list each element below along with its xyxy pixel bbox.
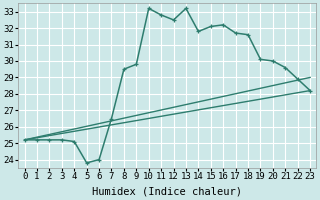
X-axis label: Humidex (Indice chaleur): Humidex (Indice chaleur)	[92, 187, 242, 197]
